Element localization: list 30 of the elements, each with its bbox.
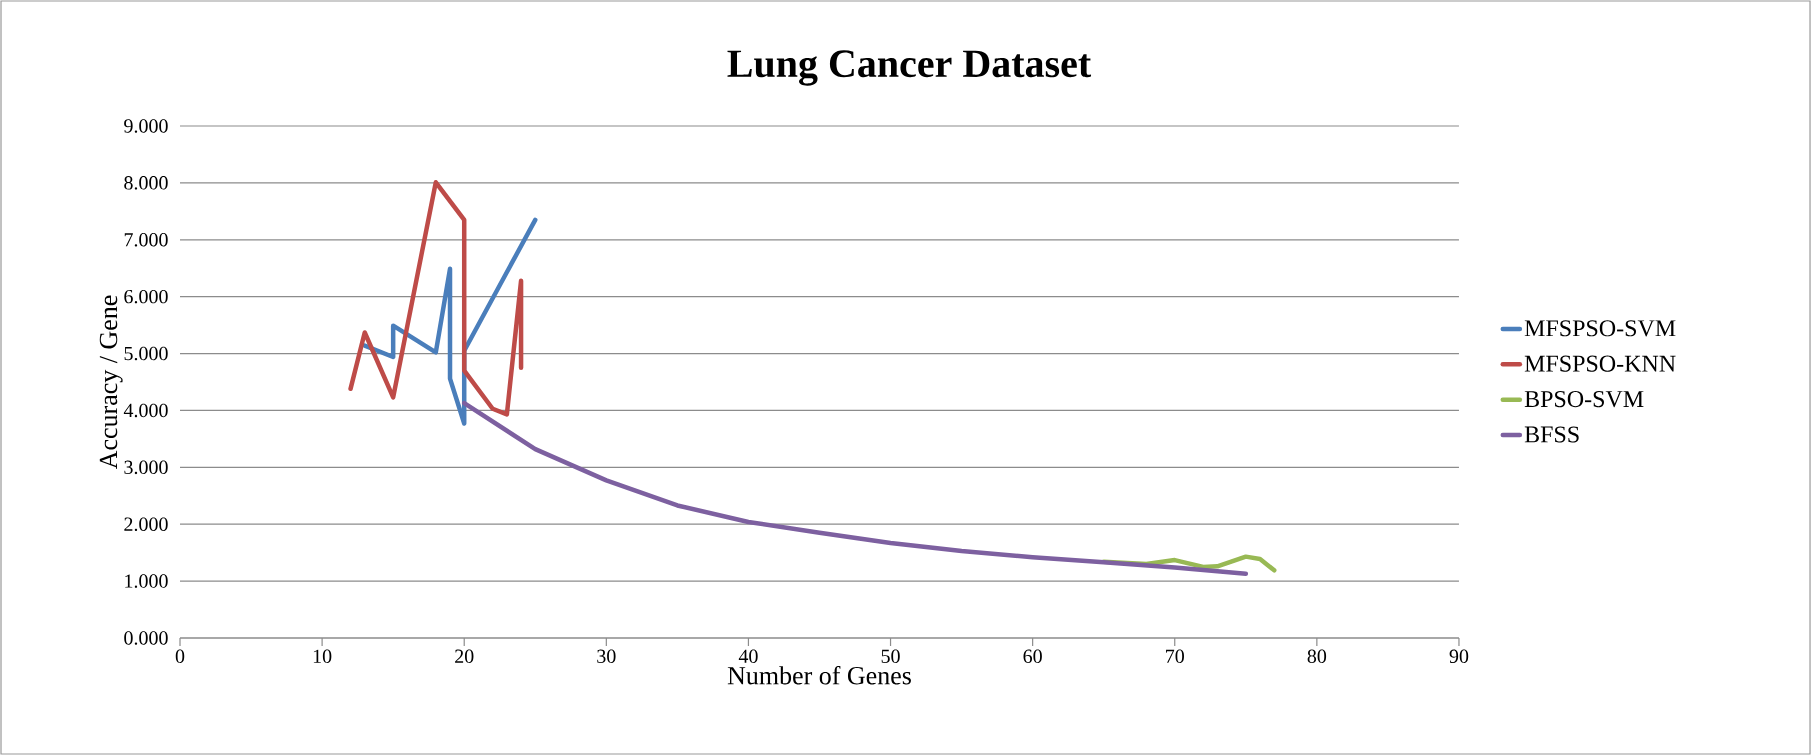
line-series bbox=[461, 400, 1249, 576]
legend-label: BPSO-SVM bbox=[1524, 391, 1644, 408]
x-tick-label: 10 bbox=[313, 649, 332, 664]
chart-title: Lung Cancer Dataset bbox=[727, 50, 1092, 86]
y-tick-label: 8.000 bbox=[124, 176, 168, 190]
y-tick-label: 1.000 bbox=[125, 574, 168, 588]
x-tick-label: 30 bbox=[597, 649, 616, 664]
y-axis-title: Accuracy / Gene bbox=[99, 295, 123, 470]
legend-label: BFSS bbox=[1524, 426, 1579, 443]
x-tick-label: 40 bbox=[738, 649, 758, 664]
legend-label: MFSPSO-KNN bbox=[1524, 355, 1676, 372]
y-tick-label: 2.000 bbox=[124, 517, 168, 532]
legend-label: MFSPSO-SVM bbox=[1524, 320, 1676, 337]
y-tick-label: 0.000 bbox=[124, 631, 168, 645]
y-tick-label: 6.000 bbox=[124, 289, 168, 304]
x-tick-label: 80 bbox=[1307, 649, 1327, 664]
y-tick-label: 4.000 bbox=[123, 403, 168, 418]
y-tick-label: 9.000 bbox=[124, 119, 168, 133]
line-series bbox=[348, 180, 524, 417]
x-tick-label: 60 bbox=[1023, 649, 1042, 664]
x-axis-title: Number of Genes bbox=[727, 665, 911, 685]
line-series bbox=[362, 217, 538, 426]
y-tick-label: 3.000 bbox=[124, 460, 168, 475]
x-tick-label: 70 bbox=[1166, 649, 1184, 664]
x-tick-label: 20 bbox=[455, 649, 474, 664]
x-tick-label: 0 bbox=[175, 649, 185, 664]
y-tick-label: 7.000 bbox=[124, 232, 168, 247]
x-tick-label: 90 bbox=[1449, 649, 1469, 664]
x-tick-label: 50 bbox=[881, 649, 900, 664]
y-tick-label: 5.000 bbox=[124, 346, 168, 361]
